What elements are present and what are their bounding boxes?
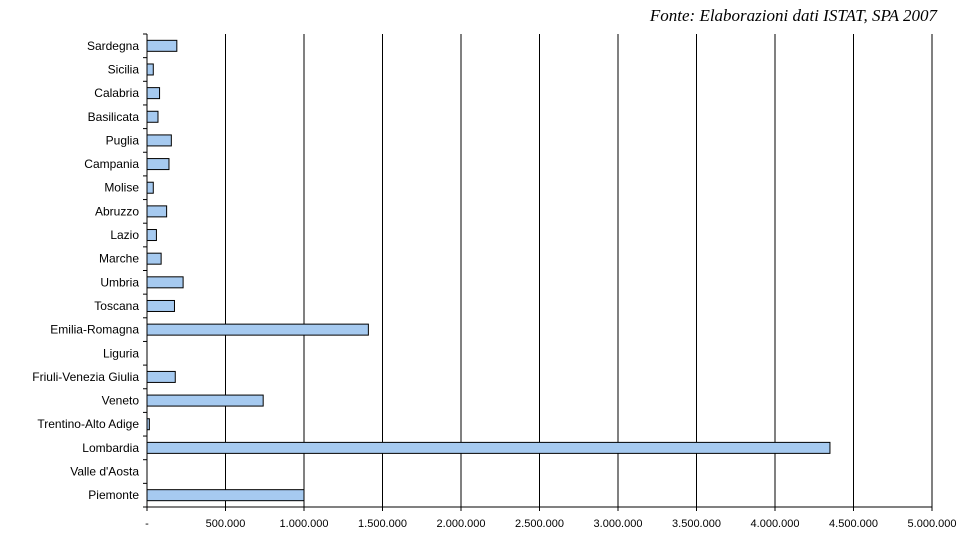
x-tick-label: 4.500.000: [829, 518, 878, 530]
category-label: Calabria: [94, 86, 139, 100]
x-tick-label: 1.000.000: [280, 518, 329, 530]
bar: [146, 276, 184, 289]
category-label: Campania: [84, 157, 139, 171]
bar: [146, 370, 176, 383]
category-label: Lazio: [110, 228, 139, 242]
x-tick-label: 2.500.000: [515, 518, 564, 530]
category-label: Puglia: [106, 133, 140, 147]
bar: [146, 229, 157, 242]
bar: [146, 205, 168, 218]
category-label: Molise: [104, 181, 139, 195]
bar: [146, 134, 172, 147]
category-label: Veneto: [102, 394, 140, 408]
bar: [146, 489, 305, 502]
x-tick-label: 3.000.000: [594, 518, 643, 530]
category-label: Sicilia: [108, 62, 140, 76]
category-label: Emilia-Romagna: [50, 323, 139, 337]
category-label: Basilicata: [88, 110, 140, 124]
bar: [146, 181, 154, 194]
bar: [146, 39, 178, 52]
x-tick-label: 3.500.000: [672, 518, 721, 530]
category-label: Umbria: [100, 275, 139, 289]
x-tick-label: 500.000: [206, 518, 246, 530]
category-label: Lombardia: [82, 441, 139, 455]
x-tick-label: 4.000.000: [751, 518, 800, 530]
bar: [146, 299, 175, 312]
x-tick-label: 1.500.000: [358, 518, 407, 530]
category-label: Trentino-Alto Adige: [37, 417, 139, 431]
bar: [146, 418, 150, 431]
bar: [146, 87, 161, 100]
bar: [146, 252, 162, 265]
category-label: Valle d'Aosta: [70, 465, 139, 479]
category-label: Toscana: [94, 299, 139, 313]
x-tick-label: 2.000.000: [437, 518, 486, 530]
category-label: Sardegna: [87, 39, 139, 53]
bar: [146, 323, 369, 336]
category-label: Friuli-Venezia Giulia: [32, 370, 139, 384]
category-label: Piemonte: [88, 488, 139, 502]
category-label: Marche: [99, 252, 139, 266]
bar: [146, 441, 831, 454]
source-note: Fonte: Elaborazioni dati ISTAT, SPA 2007: [649, 6, 937, 25]
bar: [146, 63, 154, 76]
bar: [146, 394, 264, 407]
x-tick-label: -: [145, 518, 149, 530]
category-label: Abruzzo: [95, 204, 139, 218]
bar: [146, 110, 159, 123]
x-tick-label: 5.000.000: [908, 518, 957, 530]
bar: [146, 158, 170, 171]
category-label: Liguria: [103, 346, 139, 360]
